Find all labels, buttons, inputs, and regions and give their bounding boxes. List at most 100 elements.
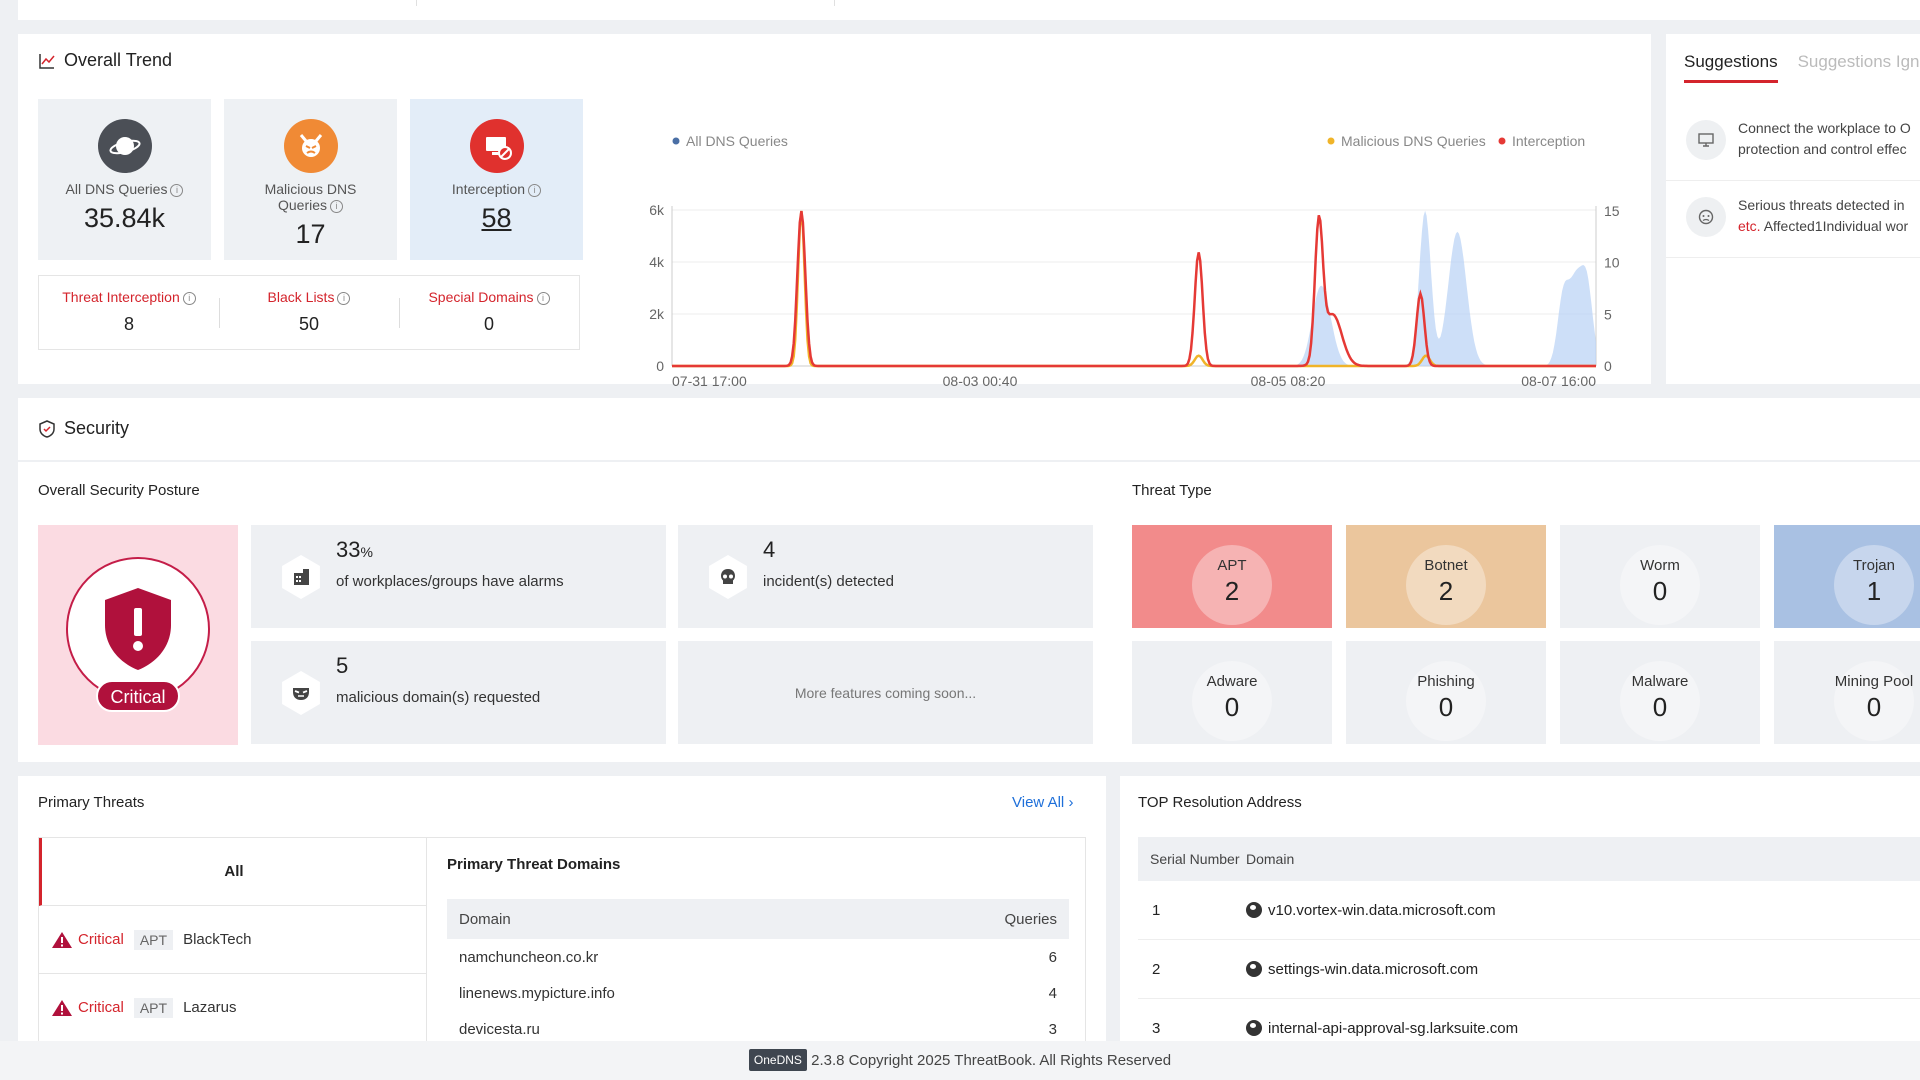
- sub-kpi-label: Black Lists: [267, 289, 335, 305]
- table-row[interactable]: namchuncheon.co.kr 6: [447, 939, 1069, 975]
- table-row[interactable]: 2 settings-win.data.microsoft.com: [1138, 940, 1920, 999]
- legend-marker-malicious: [1327, 137, 1335, 145]
- view-all-link[interactable]: View All ›: [1012, 794, 1074, 811]
- y-axis-left-tick: 0: [656, 358, 664, 374]
- kpi-value: 17: [295, 219, 326, 249]
- queries-cell: 6: [1048, 948, 1057, 966]
- dns-trend-chart[interactable]: 0 2k 4k 6k 0 5 10 15 07-31 17:00 08-03 00:40 08-05…: [606, 94, 1636, 394]
- threat-type-count: 0: [1652, 692, 1668, 722]
- suggestion-tabs: Suggestions Suggestions Ign: [1684, 52, 1920, 83]
- threat-type-worm[interactable]: Worm 0: [1560, 525, 1760, 628]
- table-row[interactable]: devicesta.ru 3: [447, 1011, 1069, 1047]
- domain-cell: namchuncheon.co.kr: [459, 948, 599, 966]
- y-axis-right-tick: 5: [1604, 306, 1612, 322]
- sub-kpi-black-lists[interactable]: Black Lists i 50: [219, 276, 399, 349]
- security-title: Security: [38, 418, 129, 439]
- y-axis-right-tick: 15: [1604, 203, 1620, 219]
- stat-malicious-domains[interactable]: 5 malicious domain(s) requested: [251, 641, 666, 744]
- threat-type-count: 2: [1224, 576, 1240, 606]
- stat-description: of workplaces/groups have alarms: [336, 573, 564, 590]
- threat-row[interactable]: Critical APT Lazarus: [39, 974, 426, 1042]
- threat-type-adware[interactable]: Adware 0: [1132, 641, 1332, 744]
- info-icon[interactable]: i: [536, 292, 550, 305]
- threat-type-watermark-icon: [1406, 661, 1486, 741]
- top-strip: [18, 0, 1920, 20]
- serial-cell: 3: [1152, 1019, 1161, 1037]
- info-icon[interactable]: i: [330, 200, 344, 213]
- stat-workplaces-alarms[interactable]: 33% of workplaces/groups have alarms: [251, 525, 666, 628]
- sub-kpi-threat-interception[interactable]: Threat Interception i 8: [39, 276, 219, 349]
- building-icon: [282, 555, 320, 599]
- skull-icon: [709, 555, 747, 599]
- divider: [416, 0, 417, 6]
- threat-type-phishing[interactable]: Phishing 0: [1346, 641, 1546, 744]
- tab-suggestions[interactable]: Suggestions: [1684, 52, 1778, 83]
- globe-icon: [1246, 902, 1262, 918]
- overall-trend-card: Overall Trend All DNS Queries i 35.84k Ma…: [18, 34, 1651, 389]
- kpi-label: Interception i: [410, 181, 583, 197]
- devil-icon: [283, 119, 338, 173]
- column-header-domain: Domain: [459, 910, 511, 928]
- onedns-logo: OneDNS: [748, 1049, 807, 1071]
- stat-coming-soon: More features coming soon...: [678, 641, 1093, 744]
- trend-chart-icon: [39, 53, 55, 69]
- domain-cell: settings-win.data.microsoft.com: [1268, 960, 1479, 978]
- copyright-text: 2.3.8 Copyright 2025 ThreatBook. All Rig…: [811, 1052, 1172, 1069]
- posture-ring: [66, 557, 210, 701]
- top-resolution-title: TOP Resolution Address: [1138, 794, 1302, 811]
- y-axis-left-tick: 2k: [649, 306, 665, 322]
- sub-kpi-value: 50: [298, 314, 320, 334]
- threat-type-malware[interactable]: Malware 0: [1560, 641, 1760, 744]
- table-row[interactable]: linenews.mypicture.info 4: [447, 975, 1069, 1011]
- stat-incidents[interactable]: 4 incident(s) detected: [678, 525, 1093, 628]
- primary-threats-title: Primary Threats: [38, 794, 145, 811]
- monitor-icon: [1686, 120, 1726, 160]
- threat-type-mining-pool[interactable]: Mining Pool 0: [1774, 641, 1920, 744]
- legend-malicious: Malicious DNS Queries: [1341, 133, 1486, 149]
- kpi-all-dns-queries[interactable]: All DNS Queries i 35.84k: [38, 99, 211, 260]
- chevron-right-icon: ›: [1068, 794, 1074, 811]
- suggestion-item[interactable]: Serious threats detected in etc. Affected…: [1666, 181, 1920, 258]
- y-axis-left-tick: 4k: [649, 254, 665, 270]
- threat-type-count: 0: [1224, 692, 1240, 722]
- series-interception-line: [672, 210, 1596, 368]
- legend-marker-interception: [1498, 137, 1506, 145]
- x-axis-tick: 07-31 17:00: [672, 373, 747, 389]
- stat-description: malicious domain(s) requested: [336, 689, 541, 706]
- info-icon[interactable]: i: [528, 184, 542, 197]
- queries-cell: 3: [1048, 1020, 1057, 1038]
- threat-type-botnet[interactable]: Botnet 2: [1346, 525, 1546, 628]
- info-icon[interactable]: i: [170, 184, 184, 197]
- table-row[interactable]: 1 v10.vortex-win.data.microsoft.com: [1138, 881, 1920, 940]
- sub-kpi-special-domains[interactable]: Special Domains i 0: [399, 276, 579, 349]
- threat-type-count: 0: [1652, 576, 1668, 606]
- legend-interception: Interception: [1512, 133, 1585, 149]
- shield-alert-icon: [105, 588, 171, 670]
- threat-type-trojan[interactable]: Trojan 1: [1774, 525, 1920, 628]
- serial-cell: 2: [1152, 960, 1161, 978]
- column-header-queries[interactable]: Queries: [1004, 910, 1057, 928]
- threat-type-watermark-icon: [1834, 545, 1914, 625]
- sub-kpi-value: 0: [483, 314, 494, 334]
- kpi-interception[interactable]: Interception i 58: [410, 99, 583, 260]
- kpi-value[interactable]: 58: [481, 203, 512, 233]
- info-icon[interactable]: i: [337, 292, 351, 305]
- x-axis-tick: 08-07 16:00: [1521, 373, 1596, 389]
- column-header-domain: Domain: [1246, 851, 1295, 867]
- globe-icon: [1246, 1020, 1262, 1036]
- sub-kpi-box: Threat Interception i 8 Black Lists i 50 S…: [38, 275, 580, 350]
- table-header: Serial Number Domain: [1138, 837, 1920, 881]
- kpi-malicious-dns-queries[interactable]: Malicious DNS Queries i 17: [224, 99, 397, 260]
- threat-type-name: Malware: [1631, 673, 1689, 690]
- column-header-serial: Serial Number: [1150, 851, 1240, 867]
- threat-type-apt[interactable]: APT 2: [1132, 525, 1332, 628]
- threat-row[interactable]: Critical APT BlackTech: [39, 906, 426, 974]
- threat-type-name: Worm: [1640, 557, 1680, 574]
- posture-level-badge: Critical: [96, 680, 180, 712]
- threat-type-title: Threat Type: [1132, 482, 1212, 499]
- info-icon[interactable]: i: [182, 292, 196, 305]
- x-axis-tick: 08-03 00:40: [943, 373, 1018, 389]
- tab-suggestions-ignored[interactable]: Suggestions Ign: [1797, 52, 1920, 71]
- threat-filter-all[interactable]: All: [39, 838, 426, 906]
